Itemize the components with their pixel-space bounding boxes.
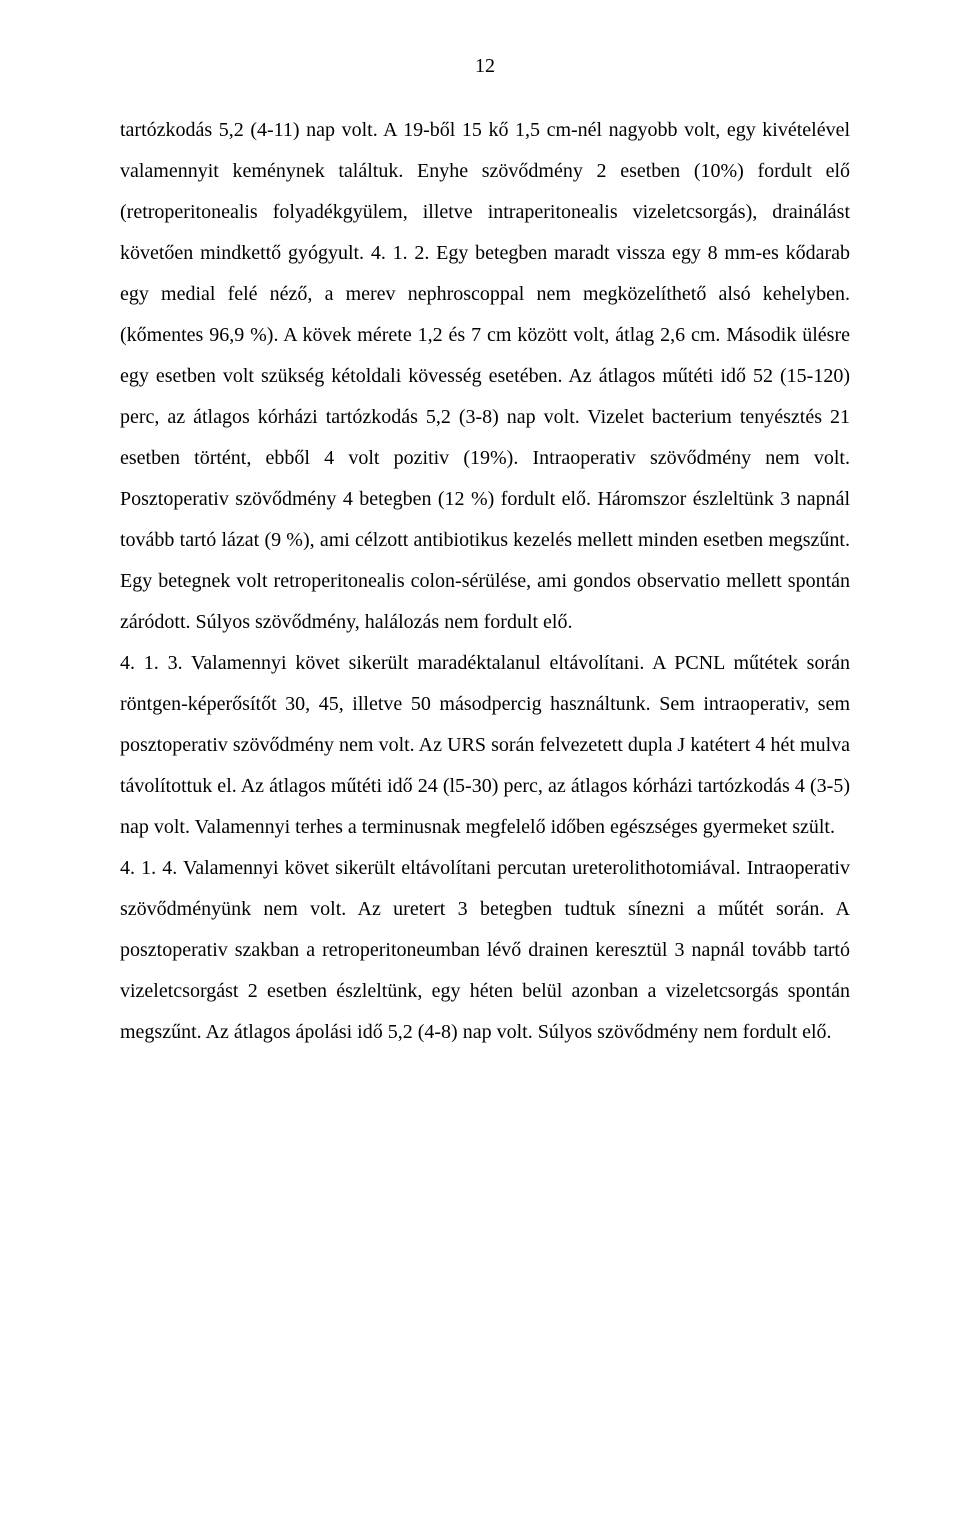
document-page: 12 tartózkodás 5,2 (4-11) nap volt. A 19…	[0, 0, 960, 1513]
body-text: tartózkodás 5,2 (4-11) nap volt. A 19-bő…	[120, 110, 850, 1053]
page-number: 12	[120, 56, 850, 76]
